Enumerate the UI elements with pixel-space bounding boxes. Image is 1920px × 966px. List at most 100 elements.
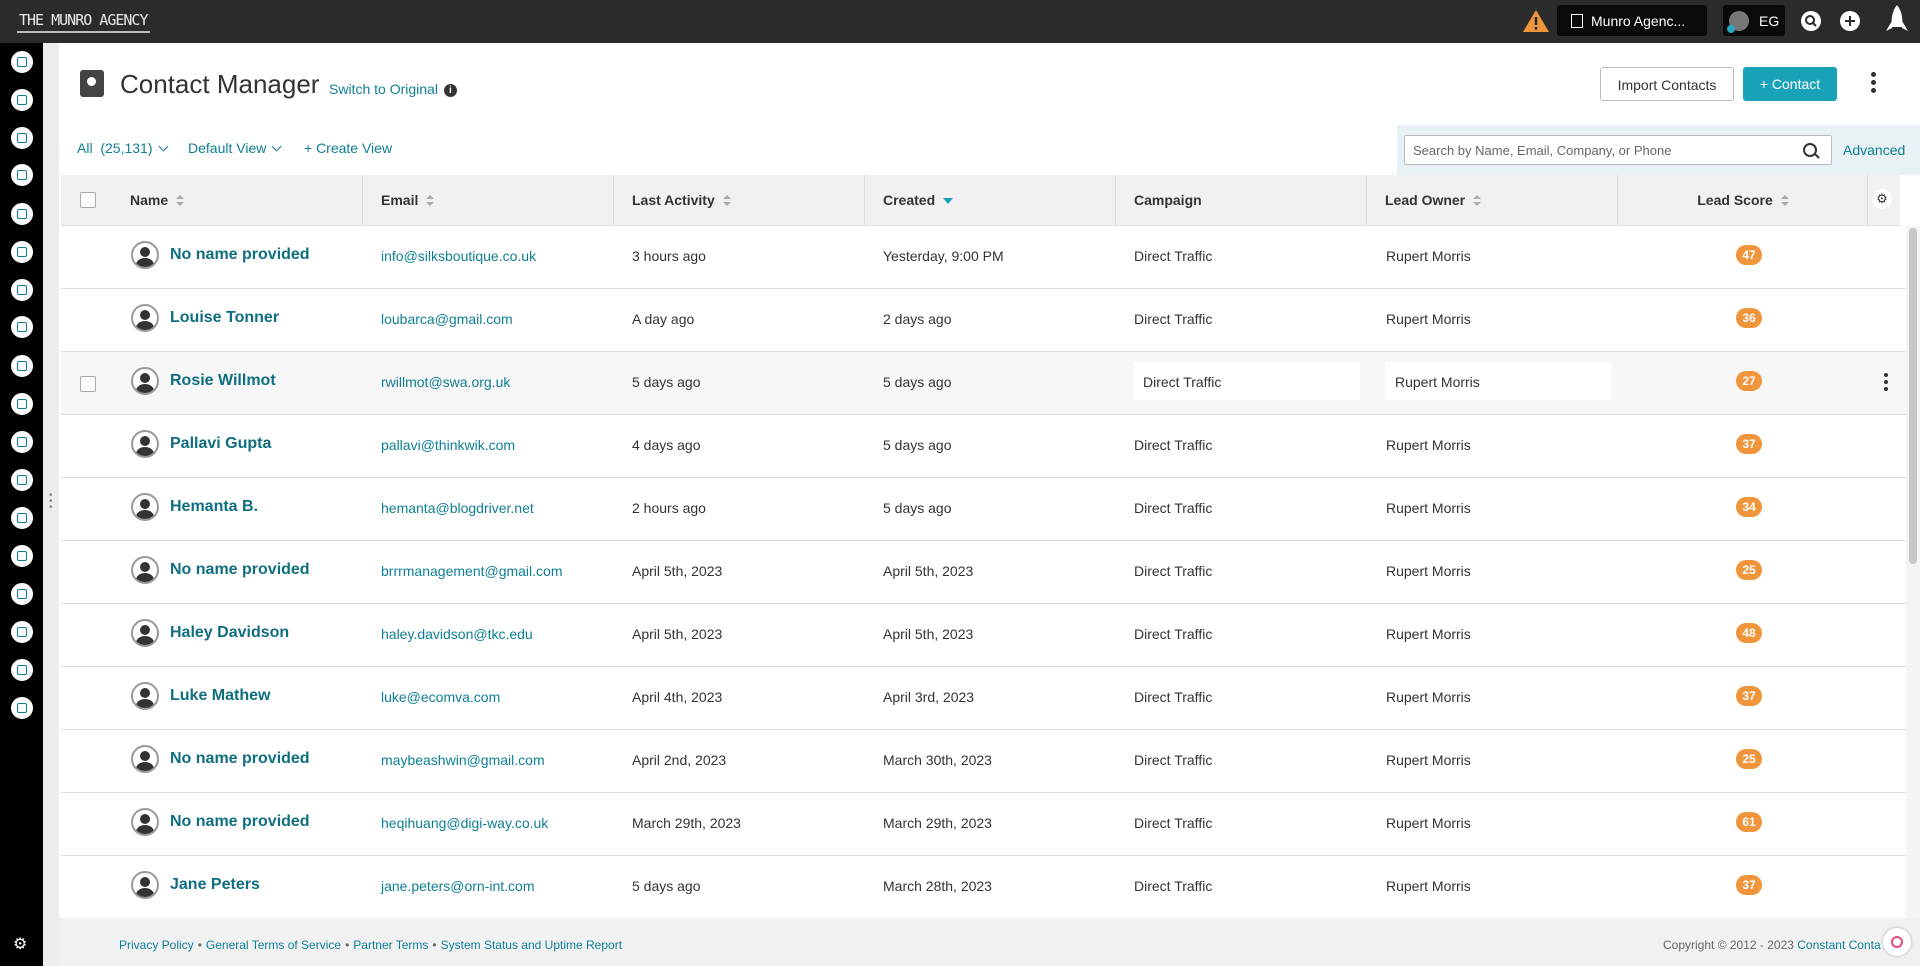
table-row[interactable]: No name provided maybeashwin@gmail.com A… (61, 730, 1906, 793)
privacy-policy-link[interactable]: Privacy Policy (119, 938, 194, 952)
table-row[interactable]: No name provided info@silksboutique.co.u… (61, 226, 1906, 289)
contacts-nav-icon[interactable] (11, 51, 33, 73)
workflows-nav-icon[interactable] (11, 203, 33, 225)
row-actions-icon[interactable] (1884, 373, 1890, 394)
contact-name-link[interactable]: Louise Tonner (170, 309, 280, 326)
contact-email-link[interactable]: heqihuang@digi-way.co.uk (381, 815, 549, 831)
images-nav-icon[interactable] (11, 431, 33, 453)
table-row[interactable]: Louise Tonner loubarca@gmail.com A day a… (61, 289, 1906, 352)
contact-email-link[interactable]: rwillmot@swa.org.uk (381, 374, 511, 390)
campaign-cell[interactable]: Direct Traffic (1134, 500, 1213, 516)
lead-owner-cell[interactable]: Rupert Morris (1386, 689, 1471, 705)
rocket-icon[interactable] (1882, 3, 1912, 39)
media-nav-icon[interactable] (11, 393, 33, 415)
email-nav-icon[interactable] (11, 89, 33, 111)
integrations-nav-icon[interactable] (11, 697, 33, 719)
contact-name-link[interactable]: Luke Mathew (170, 687, 271, 704)
account-switcher-button[interactable]: Munro Agenc... (1557, 5, 1707, 36)
gear-icon[interactable]: ⚙ (13, 936, 28, 953)
contact-name-link[interactable]: No name provided (170, 246, 310, 263)
contact-email-link[interactable]: luke@ecomva.com (381, 689, 501, 705)
column-header-lead-score[interactable]: Lead Score (1617, 175, 1868, 225)
forms-nav-icon[interactable] (11, 127, 33, 149)
gear-icon[interactable]: ⚙ (1872, 189, 1892, 209)
contact-email-link[interactable]: pallavi@thinkwik.com (381, 437, 516, 453)
lead-owner-cell[interactable]: Rupert Morris (1386, 878, 1471, 894)
contact-email-link[interactable]: info@silksboutique.co.uk (381, 248, 537, 264)
contact-name-link[interactable]: Jane Peters (170, 876, 260, 893)
import-contacts-button[interactable]: Import Contacts (1600, 67, 1734, 101)
contact-name-link[interactable]: No name provided (170, 750, 310, 767)
lists-nav-icon[interactable] (11, 241, 33, 263)
analytics-nav-icon[interactable] (11, 545, 33, 567)
contact-email-link[interactable]: haley.davidson@tkc.edu (381, 626, 533, 642)
search-input[interactable] (1411, 136, 1795, 164)
column-header-email[interactable]: Email (362, 175, 435, 225)
lead-owner-cell[interactable]: Rupert Morris (1386, 815, 1471, 831)
campaigns-nav-icon[interactable] (11, 279, 33, 301)
column-header-created[interactable]: Created (864, 175, 954, 225)
column-header-last-activity[interactable]: Last Activity (613, 175, 731, 225)
users-nav-icon[interactable] (11, 621, 33, 643)
contact-email-link[interactable]: hemanta@blogdriver.net (381, 500, 534, 516)
campaign-cell[interactable]: Direct Traffic (1134, 311, 1213, 327)
lead-owner-cell[interactable]: Rupert Morris (1386, 626, 1471, 642)
campaign-cell[interactable]: Direct Traffic (1134, 815, 1213, 831)
more-options-icon[interactable] (1871, 72, 1877, 96)
info-icon[interactable]: i (443, 84, 457, 97)
add-contact-button[interactable]: + Contact (1743, 67, 1837, 101)
scrollbar-thumb[interactable] (1909, 228, 1917, 564)
campaign-cell[interactable]: Direct Traffic (1143, 374, 1222, 390)
column-header-lead-owner[interactable]: Lead Owner (1366, 175, 1482, 225)
landing-pages-nav-icon[interactable] (11, 164, 33, 186)
partner-terms-link[interactable]: Partner Terms (353, 938, 429, 952)
table-row[interactable]: Luke Mathew luke@ecomva.com April 4th, 2… (61, 667, 1906, 730)
agency-logo[interactable]: THE MUNRO AGENCY (17, 9, 150, 33)
select-all-checkbox[interactable] (80, 192, 96, 208)
calendar-nav-icon[interactable] (11, 469, 33, 491)
reports-nav-icon[interactable] (11, 659, 33, 681)
lead-owner-cell[interactable]: Rupert Morris (1386, 500, 1471, 516)
contact-name-link[interactable]: No name provided (170, 561, 310, 578)
advanced-search-link[interactable]: Advanced (1843, 142, 1906, 158)
contact-name-link[interactable]: Pallavi Gupta (170, 435, 272, 452)
table-row[interactable]: No name provided heqihuang@digi-way.co.u… (61, 793, 1906, 856)
table-row[interactable]: No name provided brrrmanagement@gmail.co… (61, 541, 1906, 604)
campaign-edit-box[interactable] (1134, 362, 1360, 400)
table-scrollbar[interactable] (1906, 226, 1920, 918)
view-selector[interactable]: Default View (188, 140, 282, 156)
contact-email-link[interactable]: maybeashwin@gmail.com (381, 752, 545, 768)
terms-link[interactable]: General Terms of Service (205, 938, 342, 952)
lead-owner-cell[interactable]: Rupert Morris (1386, 752, 1471, 768)
owner-edit-box[interactable] (1385, 362, 1611, 400)
search-field[interactable] (1404, 135, 1832, 165)
contact-email-link[interactable]: brrrmanagement@gmail.com (381, 563, 563, 579)
campaign-cell[interactable]: Direct Traffic (1134, 689, 1213, 705)
lead-owner-cell[interactable]: Rupert Morris (1386, 311, 1471, 327)
table-row[interactable]: Hemanta B. hemanta@blogdriver.net 2 hour… (61, 478, 1906, 541)
all-contacts-filter[interactable]: All (25,131) (77, 140, 168, 156)
campaign-cell[interactable]: Direct Traffic (1134, 437, 1213, 453)
campaign-cell[interactable]: Direct Traffic (1134, 626, 1213, 642)
system-status-link[interactable]: System Status and Uptime Report (440, 938, 623, 952)
surveys-nav-icon[interactable] (11, 316, 33, 338)
lead-owner-cell[interactable]: Rupert Morris (1386, 437, 1471, 453)
contact-name-link[interactable]: Haley Davidson (170, 624, 290, 641)
plus-icon[interactable] (1840, 11, 1860, 31)
table-row[interactable]: Pallavi Gupta pallavi@thinkwik.com 4 day… (61, 415, 1906, 478)
column-header-campaign[interactable]: Campaign (1115, 175, 1202, 225)
search-icon[interactable] (1801, 11, 1821, 31)
contact-name-link[interactable]: No name provided (170, 813, 310, 830)
lead-owner-cell[interactable]: Rupert Morris (1386, 248, 1471, 264)
table-row[interactable]: Rosie Willmot rwillmot@swa.org.uk 5 days… (61, 352, 1906, 415)
constant-contact-link[interactable]: Constant Conta (1797, 938, 1881, 952)
lead-owner-cell[interactable]: Rupert Morris (1395, 374, 1480, 390)
switch-to-original-link[interactable]: Switch to Original i (329, 81, 457, 97)
support-nav-icon[interactable] (11, 583, 33, 605)
campaign-cell[interactable]: Direct Traffic (1134, 248, 1213, 264)
warning-icon[interactable] (1522, 9, 1550, 33)
campaign-cell[interactable]: Direct Traffic (1134, 878, 1213, 894)
campaign-cell[interactable]: Direct Traffic (1134, 563, 1213, 579)
campaign-cell[interactable]: Direct Traffic (1134, 752, 1213, 768)
column-header-name[interactable]: Name (130, 175, 185, 225)
